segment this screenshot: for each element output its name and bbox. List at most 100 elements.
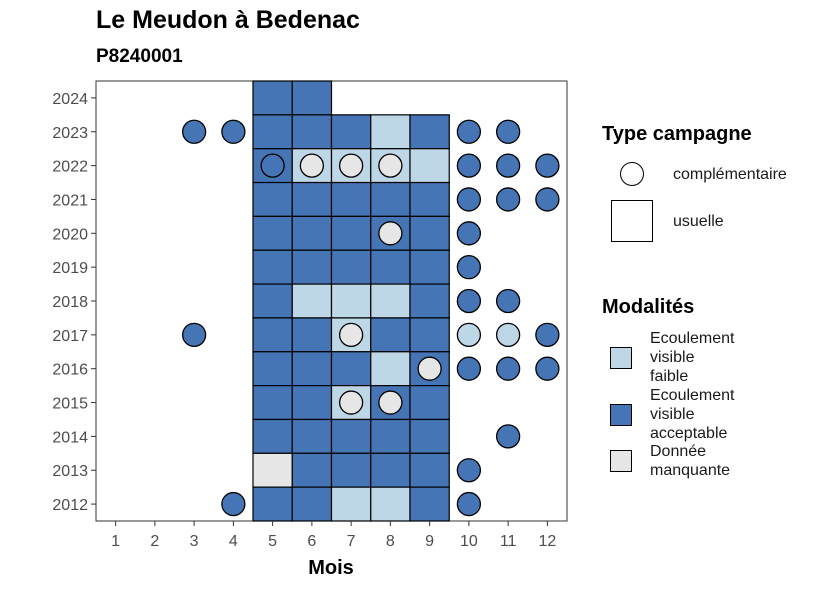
tile-2015-5	[252, 385, 293, 421]
y-tick-label-2023: 2023	[52, 125, 88, 142]
legend-key-manquante	[610, 450, 632, 472]
point-2019-10	[456, 255, 482, 280]
x-axis-title: Mois	[308, 557, 354, 579]
point-2016-12	[535, 356, 560, 381]
legend-circle-icon	[620, 162, 644, 186]
tile-2024-5	[252, 80, 293, 116]
tile-2018-5	[252, 283, 293, 319]
legend-key-acceptable	[610, 404, 632, 426]
point-2022-6	[299, 153, 325, 178]
y-tick-label-2016: 2016	[52, 362, 88, 379]
legend-key-faible	[610, 347, 632, 369]
point-2015-8	[378, 390, 403, 415]
x-tick-label-8: 8	[386, 533, 395, 550]
legend-label-faible: Ecoulement visible faible	[650, 330, 735, 385]
tile-2021-8	[370, 181, 411, 217]
tile-2019-5	[252, 249, 293, 285]
x-tick-label-6: 6	[307, 533, 316, 550]
tile-2023-5	[252, 114, 293, 150]
tile-2020-6	[291, 215, 333, 251]
point-2023-10	[456, 119, 482, 144]
tile-2012-5	[252, 486, 293, 522]
tile-2013-5	[252, 452, 293, 488]
point-2018-11	[495, 288, 521, 314]
tile-2024-6	[291, 80, 333, 116]
tile-2012-8	[370, 486, 411, 522]
tile-2020-9	[409, 215, 450, 251]
point-2012-4	[221, 491, 246, 517]
tile-2013-7	[330, 452, 372, 488]
legend-modalites-title: Modalités	[602, 296, 695, 318]
tile-2019-7	[330, 249, 372, 285]
point-2021-11	[495, 187, 521, 212]
tile-2016-7	[330, 351, 372, 387]
tile-2021-6	[291, 181, 333, 217]
x-tick-label-5: 5	[268, 533, 277, 550]
tile-2016-8	[370, 351, 411, 387]
x-tick-label-9: 9	[425, 533, 434, 550]
tile-2023-6	[291, 114, 333, 150]
tile-2019-9	[409, 249, 450, 285]
x-tick-label-7: 7	[347, 533, 356, 550]
point-2022-12	[535, 153, 560, 178]
point-2022-11	[495, 153, 521, 178]
tile-2016-5	[252, 351, 293, 387]
tile-2018-9	[409, 283, 450, 319]
legend-square-icon	[611, 200, 653, 242]
tile-2014-9	[409, 418, 450, 454]
y-tick-label-2018: 2018	[52, 294, 88, 311]
point-2017-7	[338, 322, 364, 347]
tile-2014-5	[252, 418, 293, 454]
y-tick-label-2012: 2012	[52, 497, 88, 514]
tile-2017-9	[409, 317, 450, 353]
tile-2022-9	[409, 148, 450, 184]
point-2017-11	[495, 322, 521, 347]
y-tick-label-2022: 2022	[52, 159, 88, 176]
point-2016-9	[417, 356, 442, 381]
x-tick-label-4: 4	[229, 533, 238, 550]
tile-2018-8	[370, 283, 411, 319]
x-tick-label-3: 3	[190, 533, 199, 550]
tile-2012-9	[409, 486, 450, 522]
tile-2023-7	[330, 114, 372, 150]
tile-2021-5	[252, 181, 293, 217]
point-2023-11	[495, 119, 521, 144]
x-tick-label-2: 2	[150, 533, 159, 550]
legend-type-usuelle: usuelle	[673, 213, 724, 230]
y-tick-label-2014: 2014	[52, 429, 88, 446]
y-tick-label-2021: 2021	[52, 192, 88, 209]
tile-2013-9	[409, 452, 450, 488]
tile-2020-7	[330, 215, 372, 251]
tile-2021-9	[409, 181, 450, 217]
tile-2017-5	[252, 317, 293, 353]
point-2022-7	[338, 153, 364, 178]
point-2017-12	[535, 322, 560, 347]
point-2017-10	[456, 322, 482, 347]
tile-2012-7	[330, 486, 372, 522]
plot-panel	[95, 80, 568, 522]
point-2016-10	[456, 356, 482, 381]
y-axis: 2012 2013 2014 2015 2016 2017 2018 2019 2020 2021…	[52, 91, 96, 514]
legend-type-complementaire: complémentaire	[673, 166, 787, 183]
chart-title: Le Meudon à Bedenac	[96, 6, 360, 34]
y-tick-label-2019: 2019	[52, 260, 88, 277]
x-tick-label-12: 12	[538, 533, 556, 550]
tile-2014-8	[370, 418, 411, 454]
point-2020-8	[378, 221, 403, 246]
tile-2019-8	[370, 249, 411, 285]
tile-2015-6	[291, 385, 333, 421]
point-2021-10	[456, 187, 482, 212]
tile-2020-5	[252, 215, 293, 251]
point-2023-4	[221, 119, 246, 144]
point-2022-10	[456, 153, 482, 178]
point-2015-7	[338, 390, 364, 415]
x-tick-label-1: 1	[111, 533, 120, 550]
tile-2012-6	[291, 486, 333, 522]
point-2018-10	[456, 288, 482, 314]
x-tick-label-11: 11	[500, 533, 517, 550]
point-2017-3	[181, 322, 207, 347]
tile-2023-9	[409, 114, 450, 150]
tile-2015-9	[409, 385, 450, 421]
point-2016-11	[495, 356, 521, 381]
point-2023-3	[181, 119, 207, 144]
